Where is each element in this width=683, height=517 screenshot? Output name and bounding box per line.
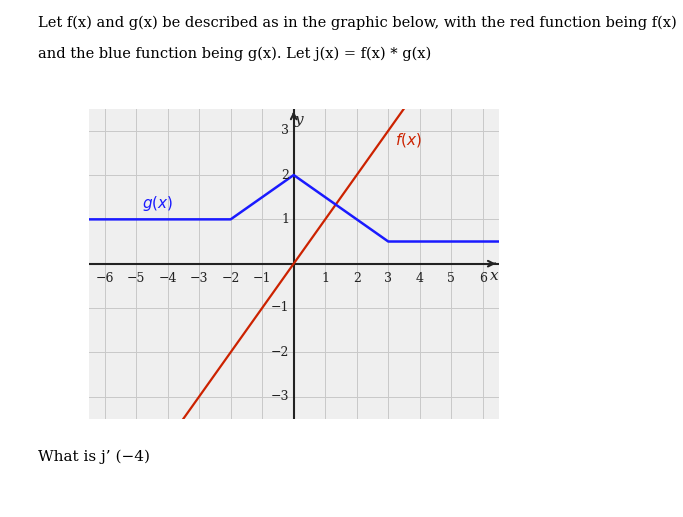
Text: 2: 2: [353, 271, 361, 285]
Text: −1: −1: [270, 301, 289, 314]
Text: $g(x)$: $g(x)$: [142, 194, 173, 214]
Text: 6: 6: [479, 271, 487, 285]
Text: 1: 1: [321, 271, 329, 285]
Text: 4: 4: [416, 271, 423, 285]
Text: −6: −6: [96, 271, 114, 285]
Text: What is j’ (−4): What is j’ (−4): [38, 450, 150, 464]
Text: −1: −1: [253, 271, 271, 285]
Text: 2: 2: [281, 169, 289, 181]
Text: x: x: [490, 269, 498, 283]
Text: 1: 1: [281, 213, 289, 226]
Text: −4: −4: [158, 271, 177, 285]
Text: −3: −3: [270, 390, 289, 403]
Text: −2: −2: [221, 271, 240, 285]
Text: 3: 3: [281, 124, 289, 137]
Text: $f(x)$: $f(x)$: [395, 130, 421, 148]
Text: −2: −2: [270, 346, 289, 359]
Text: and the blue function being g(x). Let j(x) = f(x) * g(x): and the blue function being g(x). Let j(…: [38, 47, 431, 61]
Text: y: y: [295, 113, 304, 127]
Text: −3: −3: [190, 271, 208, 285]
Text: Let f(x) and g(x) be described as in the graphic below, with the red function be: Let f(x) and g(x) be described as in the…: [38, 16, 676, 30]
Text: 3: 3: [385, 271, 392, 285]
Text: 5: 5: [447, 271, 456, 285]
Text: −5: −5: [127, 271, 145, 285]
